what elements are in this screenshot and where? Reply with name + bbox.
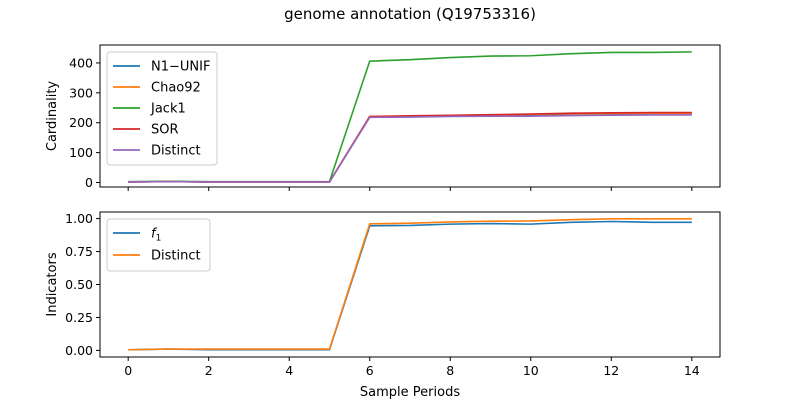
legend-label-4: Distinct [151,144,201,159]
x-tick-label: 2 [205,363,213,378]
x-tick-label: 6 [366,363,374,378]
y-axis-label: Indicators [45,252,60,316]
series-line-4 [128,114,692,183]
x-tick-label: 12 [603,363,619,378]
y-tick-label: 300 [69,85,93,100]
legend-label-0: N1−UNIF [151,60,210,75]
series-line-1 [128,218,692,351]
y-tick-label: 100 [69,145,93,160]
figure-title: genome annotation (Q19753316) [284,5,536,23]
y-tick-label: 0.00 [65,343,93,358]
y-tick-label: 0.25 [65,310,93,325]
y-tick-label: 0.75 [65,244,93,259]
y-axis-label: Cardinality [45,81,60,152]
y-tick-label: 1.00 [65,211,93,226]
cardinality-panel: 0 100 200 300 400 Cardinality N1−UNIF Chao92 Jac… [45,44,721,191]
legend-label-1: Distinct [151,249,201,264]
x-axis-label: Sample Periods [360,385,460,400]
x-tick-label: 8 [446,363,454,378]
legend-box [106,218,211,272]
series-line-0 [128,220,692,351]
x-tick-label: 4 [285,363,293,378]
x-tick-label: 0 [124,363,132,378]
legend-label-1: Chao92 [151,81,201,96]
plot-frame [99,44,721,188]
legend-box [106,51,218,166]
y-tick-label: 0 [85,175,93,190]
indicators-panel: 0.00 0.25 0.50 0.75 1.00 0 2 4 6 8 10 12 14 Indicator… [45,211,721,400]
y-tick-label: 0.50 [65,277,93,292]
x-tick-label: 10 [523,363,539,378]
y-tick-label: 200 [69,115,93,130]
legend-label-0: f1 [151,227,161,244]
y-tick-label: 400 [69,55,93,70]
x-tick-label: 14 [684,363,700,378]
legend-label-2: Jack1 [150,102,186,117]
legend-label-3: SOR [151,123,179,138]
